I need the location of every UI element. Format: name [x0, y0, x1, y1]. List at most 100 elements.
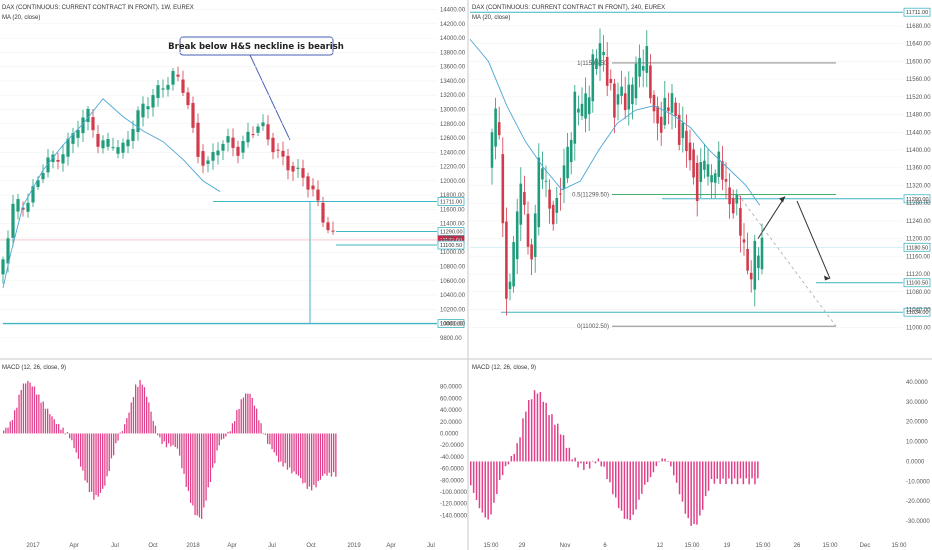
- h4-y-tick-label: 11520.00: [906, 95, 931, 101]
- weekly-macd-bar: [143, 387, 146, 434]
- weekly-macd-tick-label: -80.0000: [440, 478, 464, 484]
- h4-macd-bar: [530, 399, 533, 462]
- weekly-x-tick-label: Jul: [427, 543, 435, 549]
- h4-macd-bar: [713, 461, 716, 484]
- h4-candle-body: [634, 63, 638, 99]
- weekly-macd-bar: [110, 433, 113, 459]
- weekly-y-tick-label: 12800.00: [440, 122, 466, 128]
- weekly-macd-bar: [117, 433, 119, 441]
- weekly-macd-bar: [293, 433, 295, 472]
- weekly-candle-body: [241, 141, 245, 153]
- h4-macd-bar: [670, 461, 672, 467]
- h4-candle-body: [490, 132, 494, 168]
- weekly-x-axis: 2017 Apr Jul Oct 2018 Apr Jul Oct 2019 Apr Jul: [26, 543, 435, 549]
- weekly-macd-bar: [236, 410, 238, 434]
- h4-candle-body: [613, 83, 616, 118]
- h4-price-tag-label: 11100.50: [906, 281, 928, 287]
- h4-macd-bar: [487, 461, 489, 520]
- weekly-macd-bar: [40, 402, 42, 434]
- weekly-macd-bar: [198, 433, 201, 518]
- h4-candle-body: [497, 122, 501, 136]
- weekly-macd-bar: [115, 433, 117, 444]
- h4-macd-bar: [591, 460, 594, 462]
- weekly-y-tick-label: 10800.00: [440, 264, 466, 270]
- weekly-macd-bar: [245, 393, 247, 434]
- weekly-macd-bar: [280, 433, 282, 462]
- weekly-macd-bar: [29, 382, 31, 434]
- h4-macd-bar: [710, 461, 713, 480]
- weekly-candle-body: [76, 129, 80, 138]
- weekly-macd-bar: [53, 419, 55, 434]
- weekly-macd-bar: [269, 433, 271, 445]
- h4-x-tick-label: 29: [519, 543, 526, 549]
- h4-candle-body: [742, 239, 746, 243]
- weekly-y-tick-label: 14000.00: [440, 36, 466, 42]
- h4-x-axis: 15:00 29 Nov 6 12 15:00 19 15:00 26 15:00 Dec 15:00: [483, 543, 907, 549]
- weekly-macd-tick-label: 20.0000: [440, 420, 462, 426]
- weekly-y-tick-label: 9800.00: [440, 336, 462, 342]
- weekly-macd-tick-label: -100.0000: [440, 490, 468, 496]
- weekly-y-tick-label: 11000.00: [440, 250, 465, 256]
- h4-macd-bar: [742, 461, 745, 485]
- weekly-macd-bar: [163, 433, 165, 442]
- h4-x-tick-label: 15:00: [822, 543, 838, 549]
- weekly-y-tick-label: 14200.00: [440, 22, 466, 28]
- weekly-x-tick-label: Apr: [227, 543, 236, 549]
- weekly-candle-body: [306, 176, 310, 190]
- h4-macd-bar: [504, 461, 507, 467]
- weekly-macd-bar: [330, 433, 333, 477]
- h4-candle-body: [530, 244, 533, 260]
- weekly-macd-bar: [247, 393, 249, 434]
- weekly-candle-body: [106, 139, 110, 147]
- weekly-candle-body: [26, 202, 30, 212]
- h4-macd-bar: [667, 461, 669, 462]
- weekly-candle-body: [116, 147, 120, 154]
- h4-ma-line: [469, 38, 761, 206]
- weekly-macd-bar: [216, 433, 218, 451]
- h4-candle-body: [573, 91, 577, 144]
- weekly-y-tick-label: 13400.00: [440, 79, 466, 85]
- weekly-macd-bar: [262, 433, 264, 435]
- h4-macd-bar: [638, 461, 640, 500]
- weekly-candle-body: [91, 117, 95, 131]
- h4-candle-body: [663, 97, 667, 126]
- h4-macd-bar: [652, 461, 655, 473]
- weekly-macd-bar: [324, 433, 326, 474]
- h4-macd-bar: [731, 461, 733, 485]
- weekly-macd-bar: [185, 433, 187, 487]
- weekly-y-tick-label: 12000.00: [440, 179, 466, 185]
- weekly-candle-body: [236, 146, 240, 156]
- weekly-macd-bar: [73, 433, 75, 449]
- weekly-macd-tick-label: 40.0000: [440, 408, 462, 414]
- weekly-candle-body: [321, 202, 325, 223]
- weekly-y-tick-label: 12200.00: [440, 165, 466, 171]
- h4-candle-body: [566, 146, 569, 179]
- weekly-macd-bar: [84, 433, 86, 481]
- weekly-y-tick-label: 11200.00: [440, 236, 465, 242]
- weekly-grid: [0, 9, 437, 339]
- h4-macd-bar: [748, 461, 750, 485]
- weekly-macd-bar: [214, 433, 216, 464]
- h4-candle-body: [699, 162, 703, 182]
- h4-macd-bar: [635, 461, 637, 510]
- h4-candle-body: [548, 189, 551, 209]
- h4-macd-bar: [588, 461, 591, 469]
- h4-macd-bar: [478, 461, 481, 509]
- h4-x-tick-label: 12: [657, 543, 664, 549]
- h4-candle-body: [505, 221, 508, 299]
- weekly-macd-bar: [271, 433, 273, 450]
- weekly-price-tag: [437, 227, 465, 236]
- h4-macd-bar: [557, 423, 559, 462]
- h4-candle-body: [544, 180, 548, 182]
- weekly-candle-body: [131, 129, 135, 141]
- weekly-x-tick-label: 2017: [26, 543, 40, 549]
- h4-price-tag: [903, 307, 931, 317]
- h4-macd-bar: [617, 461, 620, 509]
- h4-candle-body: [494, 108, 497, 147]
- h4-macd-tick-label: 30.0000: [906, 400, 928, 406]
- h4-candle-body: [559, 193, 562, 195]
- h4-y-tick-label: 11200.00: [906, 237, 931, 243]
- h4-candle-body: [731, 198, 735, 214]
- h4-macd-bar: [751, 461, 753, 479]
